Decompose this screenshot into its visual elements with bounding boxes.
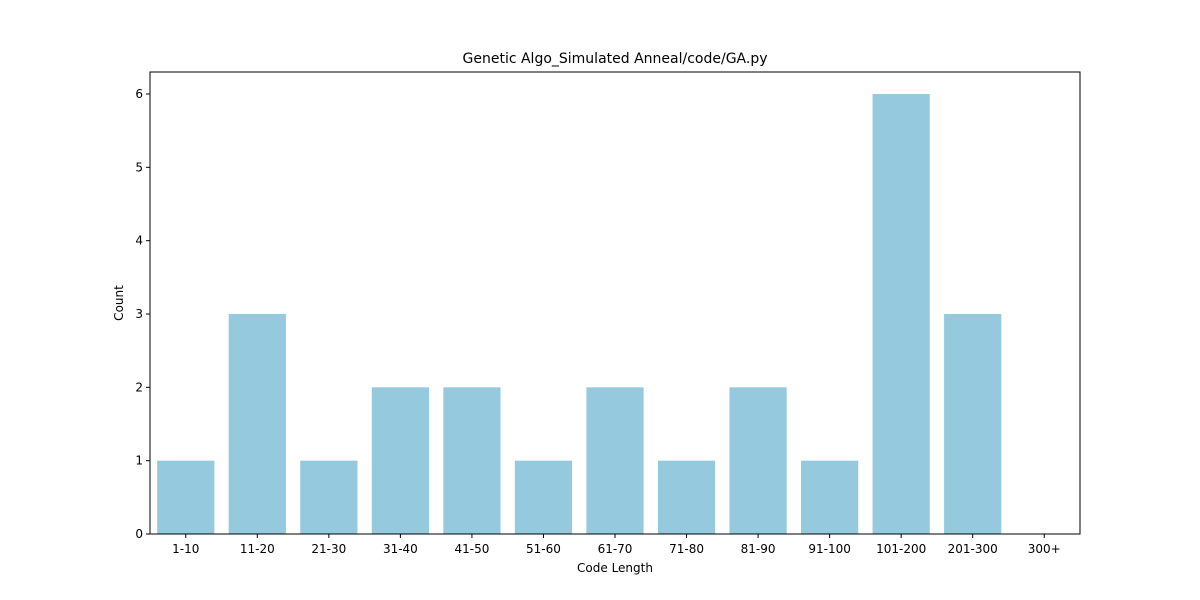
bar-21-30 [300, 460, 358, 534]
y-tick-label: 3 [135, 307, 143, 321]
y-tick-label: 6 [135, 87, 143, 101]
y-tick-label: 0 [135, 527, 143, 541]
x-tick-label: 91-100 [808, 542, 851, 556]
bar-51-60 [514, 460, 573, 534]
bar-71-80 [657, 460, 716, 534]
y-tick-label: 4 [135, 234, 143, 248]
bar-11-20 [228, 314, 286, 534]
bar-61-70 [586, 387, 644, 534]
bars-group [157, 94, 1002, 534]
x-tick-label: 71-80 [669, 542, 704, 556]
bar-81-90 [729, 387, 787, 534]
bar-41-50 [443, 387, 501, 534]
x-tick-label: 300+ [1028, 542, 1061, 556]
x-tick-label: 51-60 [526, 542, 561, 556]
y-tick-label: 2 [135, 380, 143, 394]
x-tick-label: 81-90 [741, 542, 776, 556]
y-axis: 0 1 2 3 4 5 6 [135, 87, 150, 541]
x-tick-label: 201-300 [948, 542, 998, 556]
chart-title: Genetic Algo_Simulated Anneal/code/GA.py [463, 51, 768, 67]
y-tick-label: 1 [135, 454, 143, 468]
x-tick-label: 21-30 [311, 542, 346, 556]
y-tick-label: 5 [135, 160, 143, 174]
x-tick-label: 31-40 [383, 542, 418, 556]
bar-1-10 [157, 460, 215, 534]
x-axis: 1-10 11-20 21-30 31-40 41-50 51-60 61-70 71-80 8… [172, 534, 1061, 556]
x-tick-label: 61-70 [598, 542, 633, 556]
x-tick-label: 1-10 [172, 542, 199, 556]
bar-91-100 [801, 460, 859, 534]
bar-31-40 [371, 387, 429, 534]
plot-frame [149, 71, 1081, 535]
x-axis-title: Code Length [577, 561, 653, 575]
y-axis-title: Count [112, 285, 126, 321]
x-tick-label: 11-20 [240, 542, 275, 556]
bar-101-200 [872, 94, 930, 534]
x-tick-label: 41-50 [454, 542, 489, 556]
bar-201-300 [944, 314, 1002, 534]
x-tick-label: 101-200 [876, 542, 926, 556]
